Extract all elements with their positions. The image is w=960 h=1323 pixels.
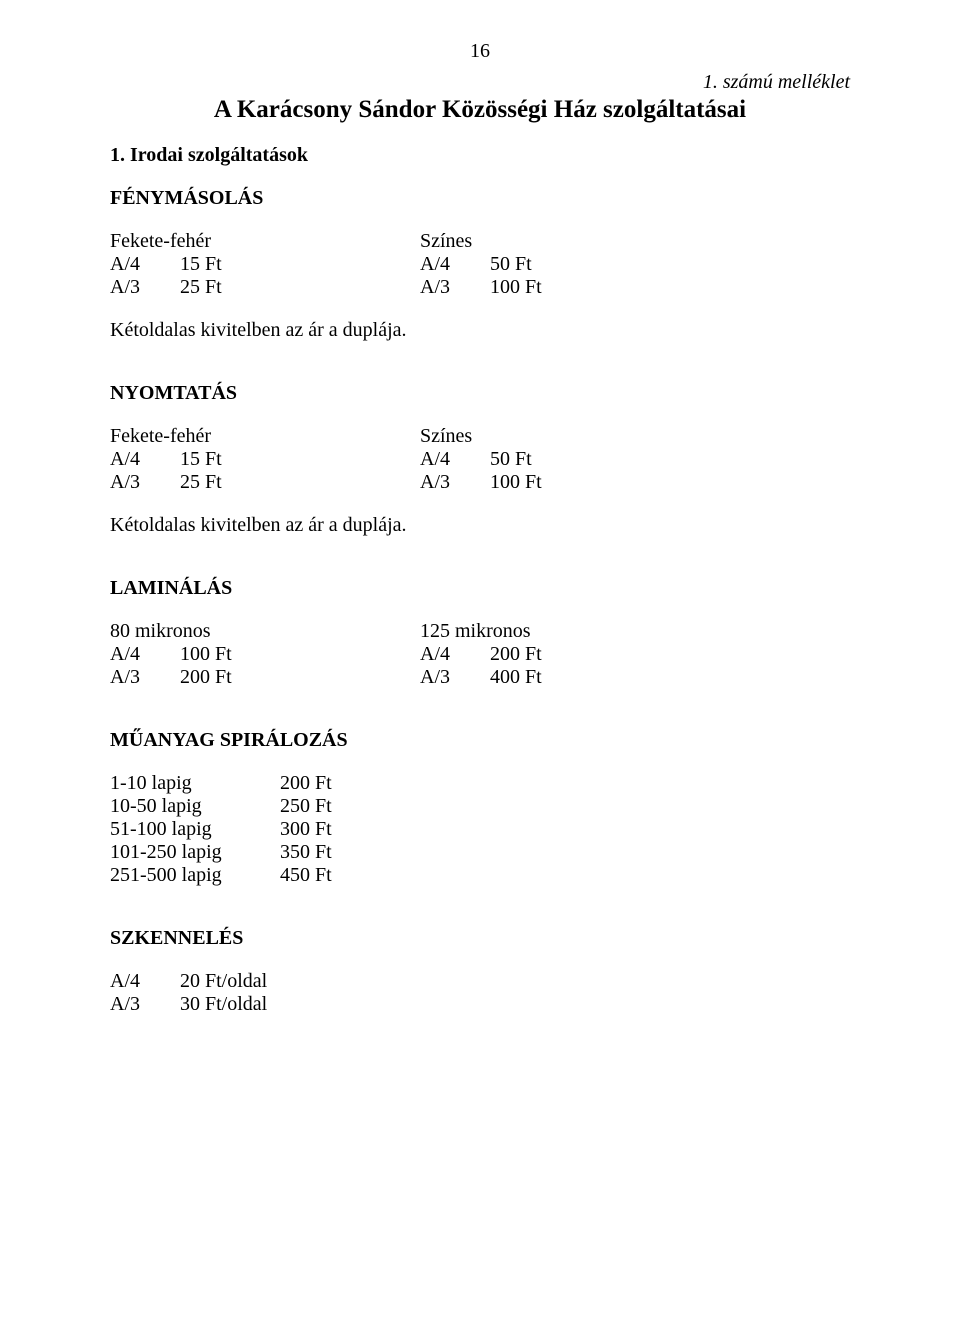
price-value: 450 Ft (280, 864, 850, 887)
page-container: 16 1. számú melléklet A Karácsony Sándor… (0, 0, 960, 1323)
printing-right-col: Színes A/4 50 Ft A/3 100 Ft (420, 425, 730, 494)
table-row: A/4 100 Ft (110, 643, 420, 666)
price-value: 30 Ft/oldal (180, 993, 850, 1016)
size-label: A/4 (420, 448, 490, 471)
price-value: 20 Ft/oldal (180, 970, 850, 993)
photocopy-right-header: Színes (420, 230, 472, 253)
price-value: 200 Ft (490, 643, 730, 666)
price-value: 25 Ft (180, 276, 420, 299)
range-label: 10-50 lapig (110, 795, 280, 818)
price-value: 100 Ft (490, 471, 730, 494)
size-label: A/3 (110, 993, 180, 1016)
table-row: A/3 100 Ft (420, 276, 730, 299)
printing-table: Fekete-fehér A/4 15 Ft A/3 25 Ft Színes … (110, 425, 850, 494)
scanning-heading: SZKENNELÉS (110, 927, 850, 950)
table-row: A/3 25 Ft (110, 471, 420, 494)
spiral-heading: MŰANYAG SPIRÁLOZÁS (110, 729, 850, 752)
spiral-table: 1-10 lapig 200 Ft 10-50 lapig 250 Ft 51-… (110, 772, 850, 887)
size-label: A/4 (420, 643, 490, 666)
price-value: 50 Ft (490, 448, 730, 471)
table-row: 251-500 lapig 450 Ft (110, 864, 850, 887)
table-row: 1-10 lapig 200 Ft (110, 772, 850, 795)
printing-note: Kétoldalas kivitelben az ár a duplája. (110, 514, 850, 537)
table-row: 101-250 lapig 350 Ft (110, 841, 850, 864)
page-title: A Karácsony Sándor Közösségi Ház szolgál… (110, 96, 850, 124)
photocopy-heading: FÉNYMÁSOLÁS (110, 187, 850, 210)
price-value: 300 Ft (280, 818, 850, 841)
table-row: A/3 200 Ft (110, 666, 420, 689)
price-value: 100 Ft (490, 276, 730, 299)
range-label: 1-10 lapig (110, 772, 280, 795)
size-label: A/3 (110, 276, 180, 299)
table-row: A/4 15 Ft (110, 253, 420, 276)
price-value: 100 Ft (180, 643, 420, 666)
page-number: 16 (110, 40, 850, 63)
printing-left-header: Fekete-fehér (110, 425, 211, 448)
price-value: 350 Ft (280, 841, 850, 864)
laminating-left-header: 80 mikronos (110, 620, 211, 643)
photocopy-right-col: Színes A/4 50 Ft A/3 100 Ft (420, 230, 730, 299)
printing-heading: NYOMTATÁS (110, 382, 850, 405)
size-label: A/3 (420, 471, 490, 494)
appendix-label: 1. számú melléklet (110, 71, 850, 94)
printing-left-col: Fekete-fehér A/4 15 Ft A/3 25 Ft (110, 425, 420, 494)
laminating-table: 80 mikronos A/4 100 Ft A/3 200 Ft 125 mi… (110, 620, 850, 689)
table-row: A/3 400 Ft (420, 666, 730, 689)
price-value: 25 Ft (180, 471, 420, 494)
subsection-label: 1. Irodai szolgáltatások (110, 144, 850, 167)
table-row: A/4 50 Ft (420, 253, 730, 276)
size-label: A/3 (420, 276, 490, 299)
table-row: 10-50 lapig 250 Ft (110, 795, 850, 818)
price-value: 200 Ft (280, 772, 850, 795)
size-label: A/3 (420, 666, 490, 689)
price-value: 250 Ft (280, 795, 850, 818)
range-label: 51-100 lapig (110, 818, 280, 841)
size-label: A/4 (110, 643, 180, 666)
price-value: 200 Ft (180, 666, 420, 689)
table-row: A/4 20 Ft/oldal (110, 970, 850, 993)
table-row: A/4 200 Ft (420, 643, 730, 666)
photocopy-table: Fekete-fehér A/4 15 Ft A/3 25 Ft Színes … (110, 230, 850, 299)
price-value: 400 Ft (490, 666, 730, 689)
size-label: A/4 (110, 448, 180, 471)
printing-right-header: Színes (420, 425, 472, 448)
table-row: A/3 30 Ft/oldal (110, 993, 850, 1016)
scanning-table: A/4 20 Ft/oldal A/3 30 Ft/oldal (110, 970, 850, 1016)
photocopy-left-header: Fekete-fehér (110, 230, 211, 253)
price-value: 15 Ft (180, 253, 420, 276)
laminating-left-col: 80 mikronos A/4 100 Ft A/3 200 Ft (110, 620, 420, 689)
size-label: A/4 (420, 253, 490, 276)
table-row: A/3 100 Ft (420, 471, 730, 494)
size-label: A/4 (110, 253, 180, 276)
photocopy-left-col: Fekete-fehér A/4 15 Ft A/3 25 Ft (110, 230, 420, 299)
table-row: A/4 50 Ft (420, 448, 730, 471)
laminating-heading: LAMINÁLÁS (110, 577, 850, 600)
price-value: 50 Ft (490, 253, 730, 276)
table-row: A/3 25 Ft (110, 276, 420, 299)
price-value: 15 Ft (180, 448, 420, 471)
range-label: 251-500 lapig (110, 864, 280, 887)
photocopy-note: Kétoldalas kivitelben az ár a duplája. (110, 319, 850, 342)
size-label: A/4 (110, 970, 180, 993)
laminating-right-col: 125 mikronos A/4 200 Ft A/3 400 Ft (420, 620, 730, 689)
laminating-right-header: 125 mikronos (420, 620, 531, 643)
table-row: 51-100 lapig 300 Ft (110, 818, 850, 841)
size-label: A/3 (110, 666, 180, 689)
table-row: A/4 15 Ft (110, 448, 420, 471)
range-label: 101-250 lapig (110, 841, 280, 864)
size-label: A/3 (110, 471, 180, 494)
